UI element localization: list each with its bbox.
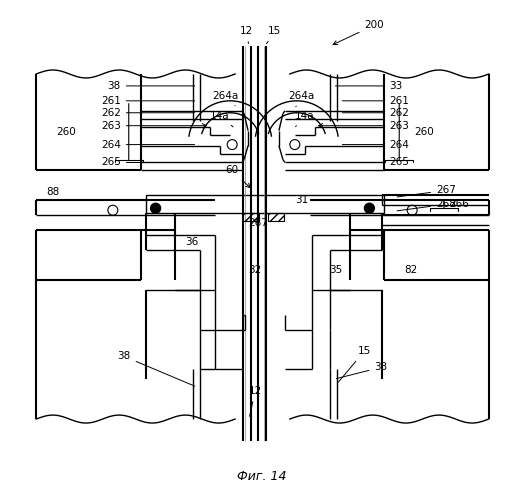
Text: 263: 263 (319, 120, 409, 130)
Bar (145, 196, 384, 213)
Text: Фиг. 14: Фиг. 14 (237, 470, 287, 483)
Text: 268: 268 (397, 200, 456, 211)
Text: 15: 15 (267, 26, 281, 44)
Text: 264: 264 (342, 140, 409, 149)
Text: 32: 32 (248, 265, 261, 275)
Circle shape (151, 204, 161, 213)
Text: 60: 60 (225, 166, 250, 188)
Text: 265: 265 (342, 158, 409, 168)
Text: 14a: 14a (211, 111, 233, 127)
Text: 266: 266 (449, 200, 469, 209)
Text: 261: 261 (342, 96, 409, 106)
Text: 33: 33 (337, 362, 387, 378)
Text: 260: 260 (414, 126, 434, 136)
Text: 15: 15 (339, 346, 371, 382)
Text: 262: 262 (342, 108, 409, 118)
Text: 31: 31 (295, 196, 308, 205)
Text: 12: 12 (248, 386, 261, 416)
Text: 36: 36 (185, 237, 198, 247)
Text: 262: 262 (101, 108, 195, 118)
Text: 14a: 14a (295, 111, 314, 126)
Text: 38: 38 (118, 352, 195, 386)
Text: 82: 82 (404, 265, 417, 275)
Bar (268, 213, 284, 221)
Text: 261: 261 (101, 96, 195, 106)
Text: 35: 35 (330, 265, 343, 275)
Text: 265: 265 (101, 158, 195, 168)
Text: 260: 260 (56, 126, 76, 136)
Text: 264a: 264a (212, 91, 238, 106)
Text: 88: 88 (46, 188, 59, 198)
Text: 200: 200 (333, 20, 384, 44)
Text: 267: 267 (397, 186, 456, 197)
Text: 267: 267 (248, 218, 268, 228)
Circle shape (364, 204, 374, 213)
Text: 263: 263 (101, 120, 206, 130)
Text: 38: 38 (108, 81, 195, 91)
Text: 12: 12 (239, 26, 253, 44)
Text: 264a: 264a (288, 91, 314, 107)
Text: 264: 264 (101, 140, 195, 149)
Text: 33: 33 (335, 81, 403, 91)
Bar (243, 213, 259, 221)
